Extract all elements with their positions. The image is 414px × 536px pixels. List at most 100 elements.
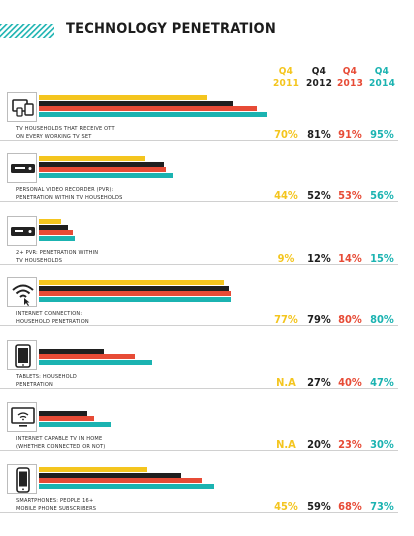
column-header-year: 2013	[337, 78, 364, 89]
column-header-2013: Q4 2013	[337, 66, 363, 90]
value-label-2014: 56%	[370, 189, 394, 202]
column-header-year: 2012	[306, 78, 333, 89]
value-label-2014: 95%	[370, 128, 394, 141]
value-label-2011: 70%	[274, 128, 298, 141]
row-label-line: PENETRATION	[16, 381, 53, 388]
row-label: TABLETS: HOUSEHOLD PENETRATION	[16, 374, 226, 389]
bar-2012	[39, 410, 87, 416]
bar-2014	[39, 421, 111, 427]
column-header-quarter: Q4	[311, 66, 327, 77]
column-header-2012: Q4 2012	[306, 66, 332, 90]
bar-2014	[39, 483, 215, 489]
value-label-2013: 14%	[338, 252, 362, 265]
internet-tv-icon	[11, 407, 35, 427]
bar-2012	[39, 100, 234, 106]
row-label-line: TV HOUSEHOLDS THAT RECEIVE OTT	[16, 126, 115, 132]
tv-tablet-phone-icon-box	[7, 92, 37, 122]
pvr-icon-box	[7, 153, 37, 183]
row-divider	[0, 201, 398, 202]
row-label-line: ON EVERY WORKING TV SET	[16, 133, 92, 140]
value-label-2011: N.A	[276, 376, 296, 389]
row-label-line: INTERNET CONNECTION:	[16, 311, 83, 317]
row-label: 2+ PVR: PENETRATION WITHIN TV HOUSEHOLDS	[16, 250, 226, 265]
value-label-2012: 52%	[307, 189, 331, 202]
bar-2011	[39, 280, 224, 285]
bar-2011	[39, 95, 207, 100]
row-label-line: HOUSEHOLD PENETRATION	[16, 318, 89, 325]
value-label-2012: 79%	[307, 313, 331, 326]
tablet-icon-box	[7, 340, 37, 370]
row-label: INTERNET CAPABLE TV IN HOME (WHETHER CONN…	[16, 436, 226, 451]
bar-2011	[39, 156, 145, 161]
value-label-2011: 44%	[274, 189, 298, 202]
bar-2014	[39, 111, 267, 117]
value-label-2014: 47%	[370, 376, 394, 389]
tablet-icon	[15, 344, 31, 368]
row-divider	[0, 325, 398, 326]
tv-tablet-phone-icon	[12, 99, 34, 117]
bar-2014	[39, 235, 75, 241]
row-label-line: PENETRATION WITHIN TV HOUSEHOLDS	[16, 194, 123, 201]
value-label-2012: 27%	[307, 376, 331, 389]
row-label: TV HOUSEHOLDS THAT RECEIVE OTT ON EVERY W…	[16, 126, 226, 141]
bar-2012	[39, 161, 164, 167]
bar-2012	[39, 224, 68, 230]
row-divider	[0, 264, 398, 265]
value-label-2014: 30%	[370, 438, 394, 451]
bar-2011	[39, 467, 147, 472]
row-label-line: INTERNET CAPABLE TV IN HOME	[16, 436, 103, 442]
multi-pvr-icon-box	[7, 216, 37, 246]
bar-2013	[39, 416, 95, 421]
row-label: INTERNET CONNECTION: HOUSEHOLD PENETRATIO…	[16, 311, 226, 326]
bar-2014	[39, 172, 174, 178]
smartphone-icon	[16, 467, 30, 493]
bar-2012	[39, 285, 229, 291]
column-header-year: 2011	[273, 78, 300, 89]
column-header-quarter: Q4	[374, 66, 390, 77]
value-label-2011: 9%	[277, 252, 295, 265]
row-divider	[0, 388, 398, 389]
bar-2012	[39, 348, 104, 354]
multi-pvr-icon	[11, 227, 35, 236]
value-label-2013: 40%	[338, 376, 362, 389]
row-label-line: 2+ PVR: PENETRATION WITHIN	[16, 250, 99, 256]
row-divider	[0, 512, 398, 513]
value-label-2013: 80%	[338, 313, 362, 326]
row-label: PERSONAL VIDEO RECORDER (PVR): PENETRATIO…	[16, 187, 226, 202]
column-header-2014: Q4 2014	[369, 66, 395, 90]
row-label-line: PERSONAL VIDEO RECORDER (PVR):	[16, 187, 114, 193]
row-label-line: MOBILE PHONE SUBSCRIBERS	[16, 505, 97, 512]
value-label-2014: 73%	[370, 500, 394, 513]
column-header-quarter: Q4	[278, 66, 294, 77]
bar-2013	[39, 354, 135, 359]
column-header-year: 2014	[369, 78, 396, 89]
row-divider	[0, 450, 398, 451]
value-label-2011: 45%	[274, 500, 298, 513]
value-label-2012: 81%	[307, 128, 331, 141]
bar-2013	[39, 230, 73, 235]
value-label-2012: 59%	[307, 500, 331, 513]
wifi-icon	[12, 284, 34, 306]
value-label-2011: 77%	[274, 313, 298, 326]
value-label-2014: 15%	[370, 252, 394, 265]
row-label-line: TABLETS: HOUSEHOLD	[16, 374, 77, 380]
row-label-line: (WHETHER CONNECTED OR NOT)	[16, 443, 106, 450]
bar-2014	[39, 296, 231, 302]
value-label-2013: 91%	[338, 128, 362, 141]
bar-2013	[39, 106, 258, 111]
value-label-2013: 23%	[338, 438, 362, 451]
bar-2011	[39, 219, 61, 224]
row-label: SMARTPHONES: PEOPLE 16+ MOBILE PHONE SUBS…	[16, 498, 226, 513]
value-label-2012: 12%	[307, 252, 331, 265]
bar-2014	[39, 359, 152, 365]
pvr-icon	[11, 164, 35, 173]
value-label-2012: 20%	[307, 438, 331, 451]
internet-tv-icon-box	[7, 402, 37, 432]
value-label-2014: 80%	[370, 313, 394, 326]
bar-2013	[39, 291, 231, 296]
value-label-2013: 68%	[338, 500, 362, 513]
column-header-2011: Q4 2011	[273, 66, 299, 90]
column-header-quarter: Q4	[342, 66, 358, 77]
row-label-line: TV HOUSEHOLDS	[16, 257, 63, 264]
bar-2012	[39, 472, 181, 478]
